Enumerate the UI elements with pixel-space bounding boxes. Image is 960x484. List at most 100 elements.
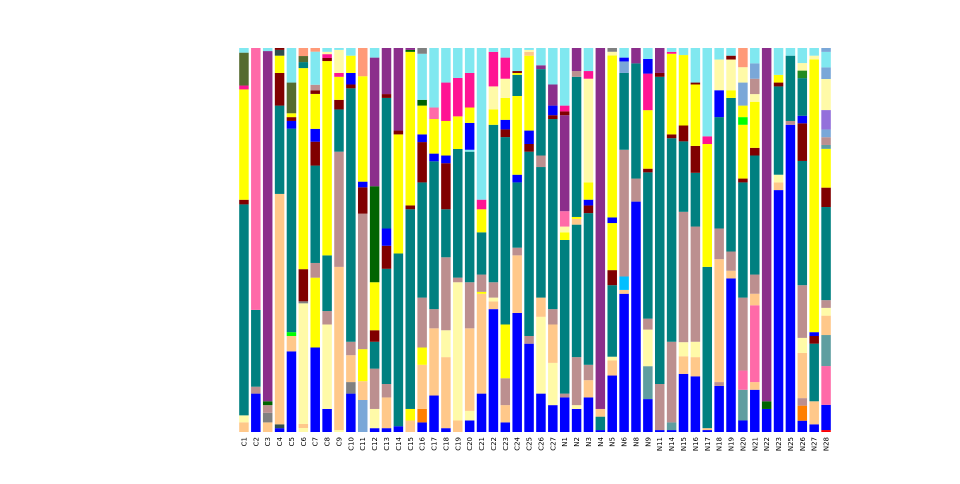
- bar-segment: [393, 426, 404, 432]
- bar-segment: [797, 48, 808, 64]
- bar-segment: [286, 48, 297, 83]
- bar-segment: [464, 328, 475, 411]
- bar-segment: [512, 74, 522, 96]
- bar-segment: [548, 405, 558, 432]
- bar-segment: [809, 59, 819, 333]
- bar-segment: [678, 55, 689, 126]
- bar-segment: [346, 355, 356, 383]
- x-tick-label: N16: [692, 436, 700, 451]
- bar-segment: [607, 356, 617, 361]
- bar-segment: [678, 48, 689, 56]
- bar-segment: [750, 63, 760, 79]
- bar-segment: [583, 71, 594, 79]
- bar-segment: [571, 357, 582, 406]
- x-tick-label: N19: [728, 437, 736, 451]
- bar-segment: [559, 211, 570, 227]
- bar-C5: [286, 48, 297, 432]
- bar-segment: [488, 48, 499, 52]
- bar-segment: [738, 48, 748, 68]
- bar-N15: [678, 48, 689, 432]
- bar-segment: [821, 48, 831, 52]
- x-tick-label: N15: [680, 437, 688, 451]
- bar-segment: [773, 190, 784, 432]
- bar-segment: [773, 86, 784, 175]
- bar-segment: [500, 405, 511, 423]
- bar-segment: [738, 124, 748, 179]
- bar-segment: [488, 309, 499, 432]
- bar-segment: [322, 324, 332, 409]
- bar-segment: [773, 48, 784, 75]
- bar-segment: [405, 48, 416, 50]
- bar-segment: [583, 364, 594, 381]
- bar-segment: [583, 380, 594, 398]
- bar-segment: [714, 48, 724, 60]
- bar-segment: [750, 155, 760, 275]
- bar-segment: [821, 307, 831, 316]
- bar-N19: [726, 48, 736, 432]
- bar-segment: [738, 67, 748, 83]
- x-tick-label: N23: [775, 437, 783, 451]
- bar-N18: [714, 48, 724, 432]
- bar-segment: [607, 270, 617, 286]
- bar-segment: [393, 253, 404, 427]
- bar-segment: [821, 137, 831, 145]
- bar-segment: [750, 305, 760, 383]
- bar-segment: [821, 79, 831, 111]
- bar-segment: [500, 378, 511, 406]
- bar-segment: [274, 55, 285, 73]
- bar-segment: [559, 393, 570, 398]
- bar-segment: [357, 48, 368, 77]
- bar-segment: [595, 48, 606, 409]
- bar-segment: [524, 130, 534, 144]
- bar-segment: [678, 211, 689, 343]
- bar-segment: [797, 78, 808, 116]
- bar-segment: [643, 172, 653, 319]
- bar-segment: [738, 389, 748, 421]
- bar-segment: [488, 124, 499, 283]
- bar-segment: [453, 48, 463, 78]
- bar-segment: [631, 201, 641, 432]
- bar-segment: [464, 282, 475, 329]
- bar-C19: [453, 48, 463, 432]
- bar-segment: [583, 199, 594, 206]
- bar-segment: [298, 303, 309, 424]
- bar-segment: [464, 122, 475, 150]
- bar-segment: [666, 53, 677, 135]
- bar-segment: [654, 76, 665, 385]
- bar-segment: [607, 48, 617, 52]
- bar-N20: [738, 48, 748, 432]
- bar-segment: [607, 55, 617, 218]
- bar-segment: [631, 48, 641, 64]
- bar-segment: [809, 343, 819, 402]
- bar-segment: [821, 110, 831, 130]
- bar-segment: [738, 182, 748, 298]
- bar-segment: [821, 404, 831, 431]
- x-tick-label: C16: [419, 436, 427, 450]
- bar-segment: [714, 90, 724, 118]
- bar-segment: [619, 276, 629, 290]
- bar-segment: [750, 293, 760, 306]
- bar-segment: [738, 117, 748, 125]
- bar-segment: [346, 382, 356, 394]
- bar-N27: [809, 48, 819, 432]
- bar-segment: [262, 51, 273, 402]
- bar-segment: [310, 141, 320, 166]
- bar-N1: [559, 48, 570, 432]
- bar-segment: [738, 420, 748, 432]
- bar-segment: [334, 109, 344, 152]
- bar-segment: [809, 336, 819, 344]
- bar-segment: [524, 51, 534, 56]
- bar-C10: [346, 48, 356, 432]
- bar-C16: [417, 48, 427, 432]
- bar-segment: [476, 209, 487, 233]
- bar-segment: [334, 72, 344, 77]
- bar-segment: [464, 410, 475, 421]
- bar-segment: [524, 144, 534, 152]
- bar-segment: [678, 356, 689, 374]
- bar-segment: [346, 72, 356, 85]
- bar-C2: [251, 48, 261, 432]
- bar-segment: [429, 309, 439, 329]
- bar-segment: [405, 49, 416, 52]
- bar-segment: [310, 48, 320, 52]
- bar-segment: [429, 107, 439, 120]
